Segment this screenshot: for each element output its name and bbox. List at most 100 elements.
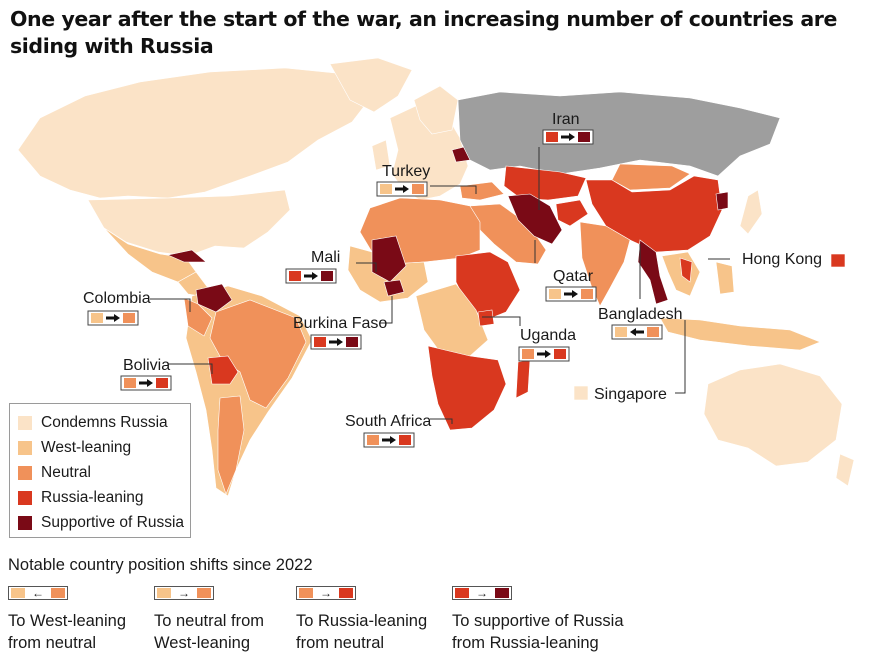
shift-key-to-supportive: → To supportive of Russia from Russia-le… xyxy=(452,586,624,654)
shift-to-square xyxy=(578,132,590,142)
shift-key-icon: → xyxy=(296,586,356,600)
arrow-right-icon xyxy=(106,314,120,322)
legend-label-neutral: Neutral xyxy=(41,463,91,481)
arrow-right-icon xyxy=(139,379,153,387)
region-kazakhstan xyxy=(503,165,587,201)
region-mali xyxy=(371,235,407,283)
region-iran xyxy=(507,193,563,245)
callout-label-bolivia: Bolivia xyxy=(123,357,170,374)
region-australia xyxy=(703,363,843,467)
region-africa-south xyxy=(427,345,507,431)
shifts-section-title: Notable country position shifts since 20… xyxy=(8,556,313,574)
region-russia xyxy=(457,91,781,177)
shift-to-square xyxy=(321,271,333,281)
arrow-right-icon xyxy=(537,350,551,358)
hong-kong-swatch xyxy=(830,253,846,268)
region-bolivia xyxy=(207,355,239,385)
shift-to-square xyxy=(412,184,424,194)
land-layer xyxy=(17,57,855,497)
legend-swatch-condemns xyxy=(18,415,32,430)
shift-indicator-mali xyxy=(285,268,337,284)
shift-indicator-iran xyxy=(542,129,594,145)
shift-key-text: To neutral from West-leaning xyxy=(154,612,265,652)
shift-from-square xyxy=(615,327,627,337)
legend-item-west-leaning: West-leaning xyxy=(18,435,190,460)
shift-indicator-bangladesh xyxy=(611,324,663,340)
map-title: One year after the start of the war, an … xyxy=(10,7,837,58)
region-burkina-faso xyxy=(383,279,405,297)
arrow-right-icon: → xyxy=(476,586,488,600)
region-greenland xyxy=(329,57,413,113)
arrow-left-icon: ← xyxy=(32,586,44,600)
callout-label-singapore: Singapore xyxy=(594,386,667,403)
shift-to-square xyxy=(123,313,135,323)
shift-from-square xyxy=(289,271,301,281)
shift-key-to-west-leaning: ← To West-leaning from neutral xyxy=(8,586,126,654)
callout-layer: Iran Turkey Mali Colombia Qatar Hong Kon… xyxy=(83,111,846,448)
legend-label-west-leaning: West-leaning xyxy=(41,438,132,456)
shift-key-square xyxy=(455,588,469,598)
legend-item-russia-leaning: Russia-leaning xyxy=(18,485,190,510)
shift-key-square xyxy=(495,588,509,598)
singapore-swatch xyxy=(573,385,589,401)
shift-to-square xyxy=(399,435,411,445)
shift-key-to-russia-leaning: → To Russia-leaning from neutral xyxy=(296,586,427,654)
legend-item-neutral: Neutral xyxy=(18,460,190,485)
region-afghanistan xyxy=(555,199,589,227)
shift-from-square xyxy=(522,349,534,359)
region-vietnam xyxy=(679,257,693,283)
shift-key-square xyxy=(11,588,25,598)
shift-indicator-burkina-faso xyxy=(310,334,362,350)
arrow-right-icon xyxy=(329,338,343,346)
shift-key-text: To West-leaning from neutral xyxy=(8,612,127,652)
legend-swatch-neutral xyxy=(18,465,32,480)
legend-swatch-supportive xyxy=(18,515,32,530)
region-north-korea xyxy=(715,191,729,211)
shift-to-square xyxy=(156,378,168,388)
legend-label-supportive: Supportive of Russia xyxy=(41,513,185,531)
shift-key-icon: → xyxy=(154,586,214,600)
legend-label-russia-leaning: Russia-leaning xyxy=(41,488,144,506)
shift-to-square xyxy=(647,327,659,337)
shift-from-square xyxy=(380,184,392,194)
region-argentina xyxy=(217,395,245,495)
region-india xyxy=(579,221,631,307)
region-usa xyxy=(87,189,291,257)
shift-indicator-colombia xyxy=(87,310,139,326)
arrow-right-icon: → xyxy=(178,586,190,600)
arrow-right-icon: → xyxy=(320,586,332,600)
shift-indicator-uganda xyxy=(518,346,570,362)
legend-item-supportive: Supportive of Russia xyxy=(18,510,190,535)
callout-label-turkey: Turkey xyxy=(382,163,430,180)
legend-label-condemns: Condemns Russia xyxy=(41,413,168,431)
region-turkey xyxy=(459,181,505,201)
callout-label-qatar: Qatar xyxy=(553,268,594,285)
shift-key-square xyxy=(299,588,313,598)
region-venezuela xyxy=(195,283,233,313)
legend-swatch-west-leaning xyxy=(18,440,32,455)
callout-label-south-africa: South Africa xyxy=(345,413,431,430)
arrow-right-icon xyxy=(395,185,409,193)
shift-key-text: To supportive of Russia from Russia-lean… xyxy=(452,612,624,652)
leader-lines xyxy=(150,147,730,424)
shift-key-icon: → xyxy=(452,586,512,600)
shift-key-square xyxy=(339,588,353,598)
shift-from-square xyxy=(549,289,561,299)
shift-to-square xyxy=(581,289,593,299)
legend-item-condemns: Condemns Russia xyxy=(18,410,190,435)
shift-key-to-neutral: → To neutral from West-leaning xyxy=(154,586,264,654)
shift-key-square xyxy=(157,588,171,598)
shift-from-square xyxy=(546,132,558,142)
region-brazil xyxy=(209,299,307,409)
callout-label-hong-kong: Hong Kong xyxy=(742,251,822,268)
shift-key-square xyxy=(51,588,65,598)
arrow-right-icon xyxy=(561,133,575,141)
shift-from-square xyxy=(91,313,103,323)
callout-label-mali: Mali xyxy=(311,249,340,266)
region-uganda xyxy=(477,309,495,327)
shift-from-square xyxy=(314,337,326,347)
region-uk-ireland xyxy=(371,139,391,171)
shift-to-square xyxy=(346,337,358,347)
callout-label-bangladesh: Bangladesh xyxy=(598,306,683,323)
